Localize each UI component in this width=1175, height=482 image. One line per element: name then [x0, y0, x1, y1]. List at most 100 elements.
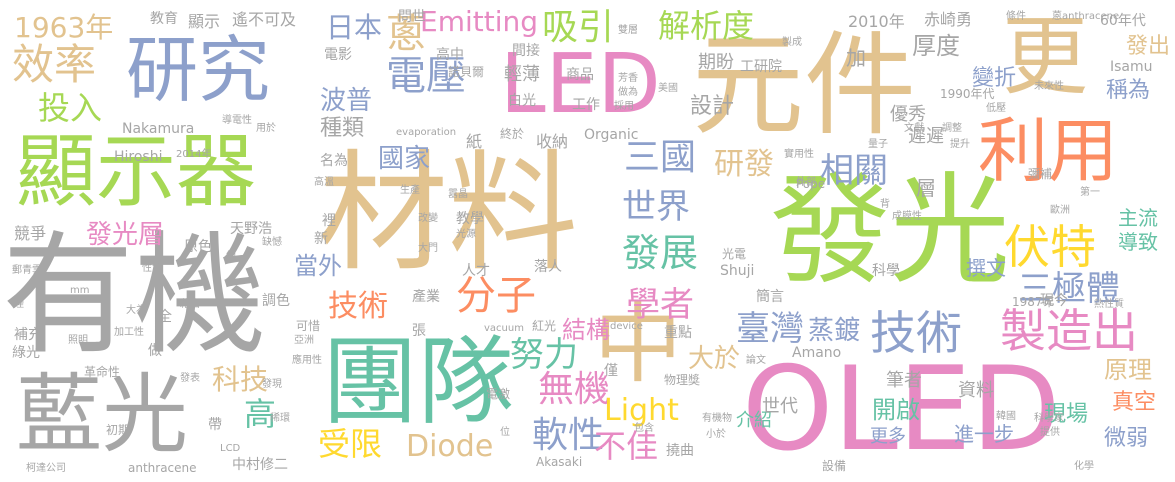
word: 現今: [1040, 293, 1068, 309]
word: 1987年: [1012, 295, 1055, 309]
word: 產業: [412, 289, 440, 305]
word: 結構: [562, 316, 610, 344]
word: 設備: [822, 459, 847, 473]
word: 柯達公司: [26, 463, 66, 474]
word: 問世: [398, 9, 426, 25]
word: 大為: [126, 305, 146, 316]
word: 三國: [624, 137, 697, 178]
word: 補充: [14, 327, 42, 343]
word: 加: [846, 46, 866, 70]
word: 技術: [328, 289, 388, 324]
word: 應用性: [292, 355, 322, 366]
word: 真空: [1112, 390, 1157, 415]
word: 性質: [142, 263, 162, 274]
word: 1990年代: [940, 87, 995, 101]
word: 低壓: [986, 103, 1006, 114]
word: vacuum: [484, 323, 524, 334]
word: LCD: [220, 443, 241, 454]
word: 用於: [256, 123, 276, 134]
word: 韓國: [996, 411, 1016, 422]
word: 原理: [1104, 356, 1152, 384]
word: 新: [314, 231, 328, 247]
word: Light: [604, 393, 679, 428]
word: 大門: [418, 243, 438, 254]
word: 層: [916, 176, 936, 200]
word: 間接: [512, 43, 540, 59]
word: 導致: [1118, 230, 1158, 254]
word: 發光: [770, 162, 1010, 301]
word: 彌補: [1028, 167, 1053, 181]
word: 不佳: [594, 427, 659, 465]
word: 調色: [262, 293, 290, 309]
word: 採用: [614, 101, 634, 112]
word: 厚度: [912, 32, 960, 60]
word: 做: [148, 343, 162, 359]
word: 裡: [322, 213, 336, 229]
word: 赤崎勇: [924, 10, 973, 29]
word: device: [610, 321, 643, 332]
word: 名為: [320, 153, 348, 169]
word: Shuji: [720, 263, 755, 279]
word: 高溫: [314, 177, 334, 188]
word: 導電性: [222, 115, 252, 126]
word: 軟性: [532, 415, 605, 456]
word: evaporation: [396, 127, 457, 138]
word: 優秀: [890, 104, 926, 125]
word: 輕薄: [504, 64, 540, 85]
word: 照明: [68, 335, 88, 346]
word: 外部: [796, 177, 816, 188]
word: 研究: [126, 28, 271, 112]
word: 大於: [688, 344, 741, 374]
word: 相關: [820, 151, 888, 191]
word: 顯示: [188, 12, 221, 31]
word: 高中: [436, 47, 464, 63]
word: 蔥: [386, 11, 426, 57]
word: 電影: [324, 47, 352, 63]
word: 光源: [456, 229, 476, 240]
word: 設計: [690, 94, 735, 119]
word: 實用性: [784, 149, 814, 160]
word: 亞洲: [294, 335, 314, 346]
word: 天野浩: [230, 221, 272, 237]
word: 團隊: [322, 326, 514, 438]
word: 種類: [320, 116, 365, 141]
word: 人才: [462, 263, 490, 279]
word: 重點: [664, 325, 692, 341]
word: 煙: [14, 299, 24, 310]
word: Isamu: [1110, 59, 1153, 75]
word: 芳香: [618, 73, 638, 84]
word: 發展: [622, 231, 699, 275]
word: 紅光: [532, 319, 557, 333]
word: 第一: [1080, 187, 1100, 198]
word: 背: [880, 199, 890, 210]
word: 終於: [500, 127, 525, 141]
word: 商品: [566, 67, 594, 83]
word: 電激: [486, 387, 511, 401]
word: 初期: [106, 423, 131, 437]
word: OLED: [742, 342, 1061, 477]
word: 缺憾: [262, 237, 282, 248]
word: 發表: [180, 373, 200, 384]
word: 紙: [466, 132, 483, 151]
word: 中: [594, 292, 683, 395]
word: 工研院: [740, 59, 782, 75]
word: 投入: [38, 89, 103, 127]
word: 教學: [456, 211, 484, 227]
word: 改變: [418, 213, 438, 224]
word: 約: [226, 251, 236, 262]
word: 加工性: [114, 327, 144, 338]
word: 臺灣: [736, 309, 804, 349]
word: 教育: [150, 11, 178, 27]
word: 受限: [318, 425, 383, 463]
word: Hiroshi: [114, 149, 163, 165]
word: 撓曲: [666, 443, 694, 459]
word: 利用: [978, 110, 1118, 192]
word: 文獻: [904, 123, 924, 134]
word: 伏特: [1004, 220, 1096, 274]
word: 介紹: [736, 410, 772, 431]
word: 2010年: [848, 12, 905, 31]
word: 期盼: [698, 52, 734, 73]
word: 波普: [320, 86, 373, 116]
word: 現場: [1044, 402, 1089, 427]
word: 世界: [622, 187, 690, 227]
